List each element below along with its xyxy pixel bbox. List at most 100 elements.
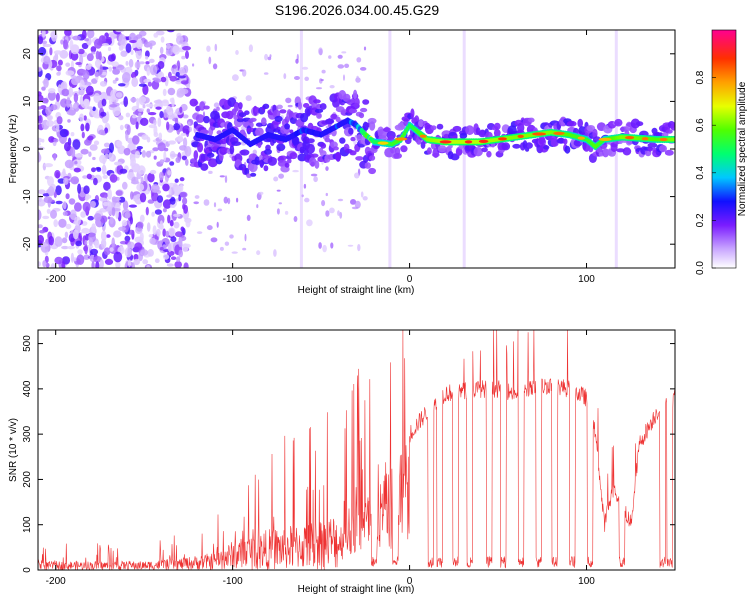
noise-blob bbox=[135, 48, 142, 60]
noise-blob bbox=[118, 196, 126, 203]
ridge-halo bbox=[244, 121, 254, 129]
noise-blob bbox=[95, 261, 100, 268]
noise-blob bbox=[155, 106, 162, 110]
noise-blob bbox=[74, 153, 83, 158]
ridge-peak bbox=[498, 137, 507, 141]
noise-blob bbox=[49, 47, 53, 56]
noise-blob bbox=[167, 243, 172, 253]
noise-blob bbox=[276, 189, 281, 192]
ridge-halo bbox=[279, 109, 287, 114]
noise-blob bbox=[66, 97, 71, 108]
ytick-label: 10 bbox=[22, 95, 33, 107]
noise-blob bbox=[295, 58, 299, 64]
ridge-halo bbox=[354, 146, 360, 153]
ridge-halo bbox=[564, 145, 571, 154]
noise-blob bbox=[71, 77, 80, 86]
ridge-halo bbox=[262, 103, 270, 110]
noise-blob bbox=[38, 189, 46, 195]
ridge-halo bbox=[207, 152, 215, 158]
noise-blob bbox=[79, 113, 85, 122]
noise-blob bbox=[354, 172, 360, 179]
noise-blob bbox=[115, 92, 123, 98]
noise-blob bbox=[82, 201, 91, 213]
ridge-core bbox=[406, 126, 410, 131]
noise-blob bbox=[123, 147, 131, 156]
ridge-halo bbox=[614, 118, 623, 127]
noise-blob bbox=[74, 202, 82, 212]
noise-blob bbox=[157, 61, 165, 69]
noise-blob bbox=[70, 132, 75, 137]
noise-blob bbox=[145, 55, 149, 60]
noise-blob bbox=[145, 150, 152, 158]
noise-blob bbox=[180, 226, 185, 232]
noise-blob bbox=[100, 91, 108, 102]
ridge-halo bbox=[248, 162, 258, 173]
noise-blob bbox=[54, 170, 61, 179]
noise-blob bbox=[70, 176, 80, 185]
noise-blob bbox=[185, 219, 191, 228]
noise-blob bbox=[62, 201, 67, 210]
noise-blob bbox=[178, 249, 183, 258]
noise-blob bbox=[130, 157, 137, 166]
noise-blob bbox=[38, 110, 41, 117]
noise-blob bbox=[116, 140, 123, 148]
noise-blob bbox=[45, 262, 50, 268]
noise-blob bbox=[79, 79, 85, 91]
ridge-halo bbox=[197, 142, 204, 153]
noise-blob bbox=[167, 87, 176, 96]
noise-blob bbox=[42, 215, 50, 220]
ridge-halo bbox=[436, 123, 444, 130]
noise-blob bbox=[174, 117, 179, 125]
noise-blob bbox=[183, 137, 188, 148]
ridge-peak bbox=[532, 132, 547, 136]
ridge-halo bbox=[393, 152, 402, 159]
snr-marks bbox=[38, 330, 675, 570]
noise-blob bbox=[72, 139, 81, 150]
noise-blob bbox=[69, 209, 77, 221]
noise-blob bbox=[194, 195, 200, 199]
noise-blob bbox=[105, 111, 110, 122]
noise-blob bbox=[141, 150, 146, 158]
noise-blob bbox=[107, 46, 112, 52]
noise-blob bbox=[267, 56, 272, 61]
noise-blob bbox=[61, 237, 68, 244]
noise-blob bbox=[130, 97, 137, 103]
noise-blob bbox=[148, 124, 157, 129]
noise-blob bbox=[107, 54, 116, 62]
noise-blob bbox=[256, 250, 261, 256]
noise-blob bbox=[360, 191, 364, 198]
noise-blob bbox=[133, 258, 140, 266]
ridge-halo bbox=[278, 155, 287, 161]
noise-blob bbox=[38, 224, 43, 229]
noise-blob bbox=[102, 201, 109, 207]
noise-blob bbox=[53, 138, 59, 143]
noise-blob bbox=[85, 85, 94, 96]
ridge-halo bbox=[319, 103, 327, 110]
noise-blob bbox=[114, 202, 121, 214]
noise-blob bbox=[137, 165, 146, 175]
noise-blob bbox=[304, 76, 310, 82]
ridge-halo bbox=[200, 163, 209, 171]
ridge-core bbox=[404, 128, 408, 133]
noise-blob bbox=[92, 106, 96, 112]
noise-blob bbox=[61, 245, 69, 250]
noise-blob bbox=[341, 51, 347, 54]
ridge-halo bbox=[316, 112, 322, 119]
ridge-halo bbox=[203, 105, 210, 110]
noise-blob bbox=[182, 46, 191, 51]
ridge-halo bbox=[264, 148, 272, 155]
noise-blob bbox=[337, 64, 345, 69]
noise-blob bbox=[223, 196, 228, 204]
noise-blob bbox=[337, 54, 343, 59]
ytick-label: 400 bbox=[22, 380, 33, 397]
noise-blob bbox=[162, 199, 172, 209]
noise-blob bbox=[50, 209, 57, 219]
ridge-halo bbox=[354, 97, 360, 107]
noise-blob bbox=[103, 181, 111, 191]
noise-blob bbox=[175, 231, 183, 238]
noise-blob bbox=[51, 30, 58, 42]
noise-blob bbox=[66, 109, 76, 116]
spectrogram-xlabel: Height of straight line (km) bbox=[298, 285, 415, 296]
ridge-peak bbox=[641, 137, 649, 141]
